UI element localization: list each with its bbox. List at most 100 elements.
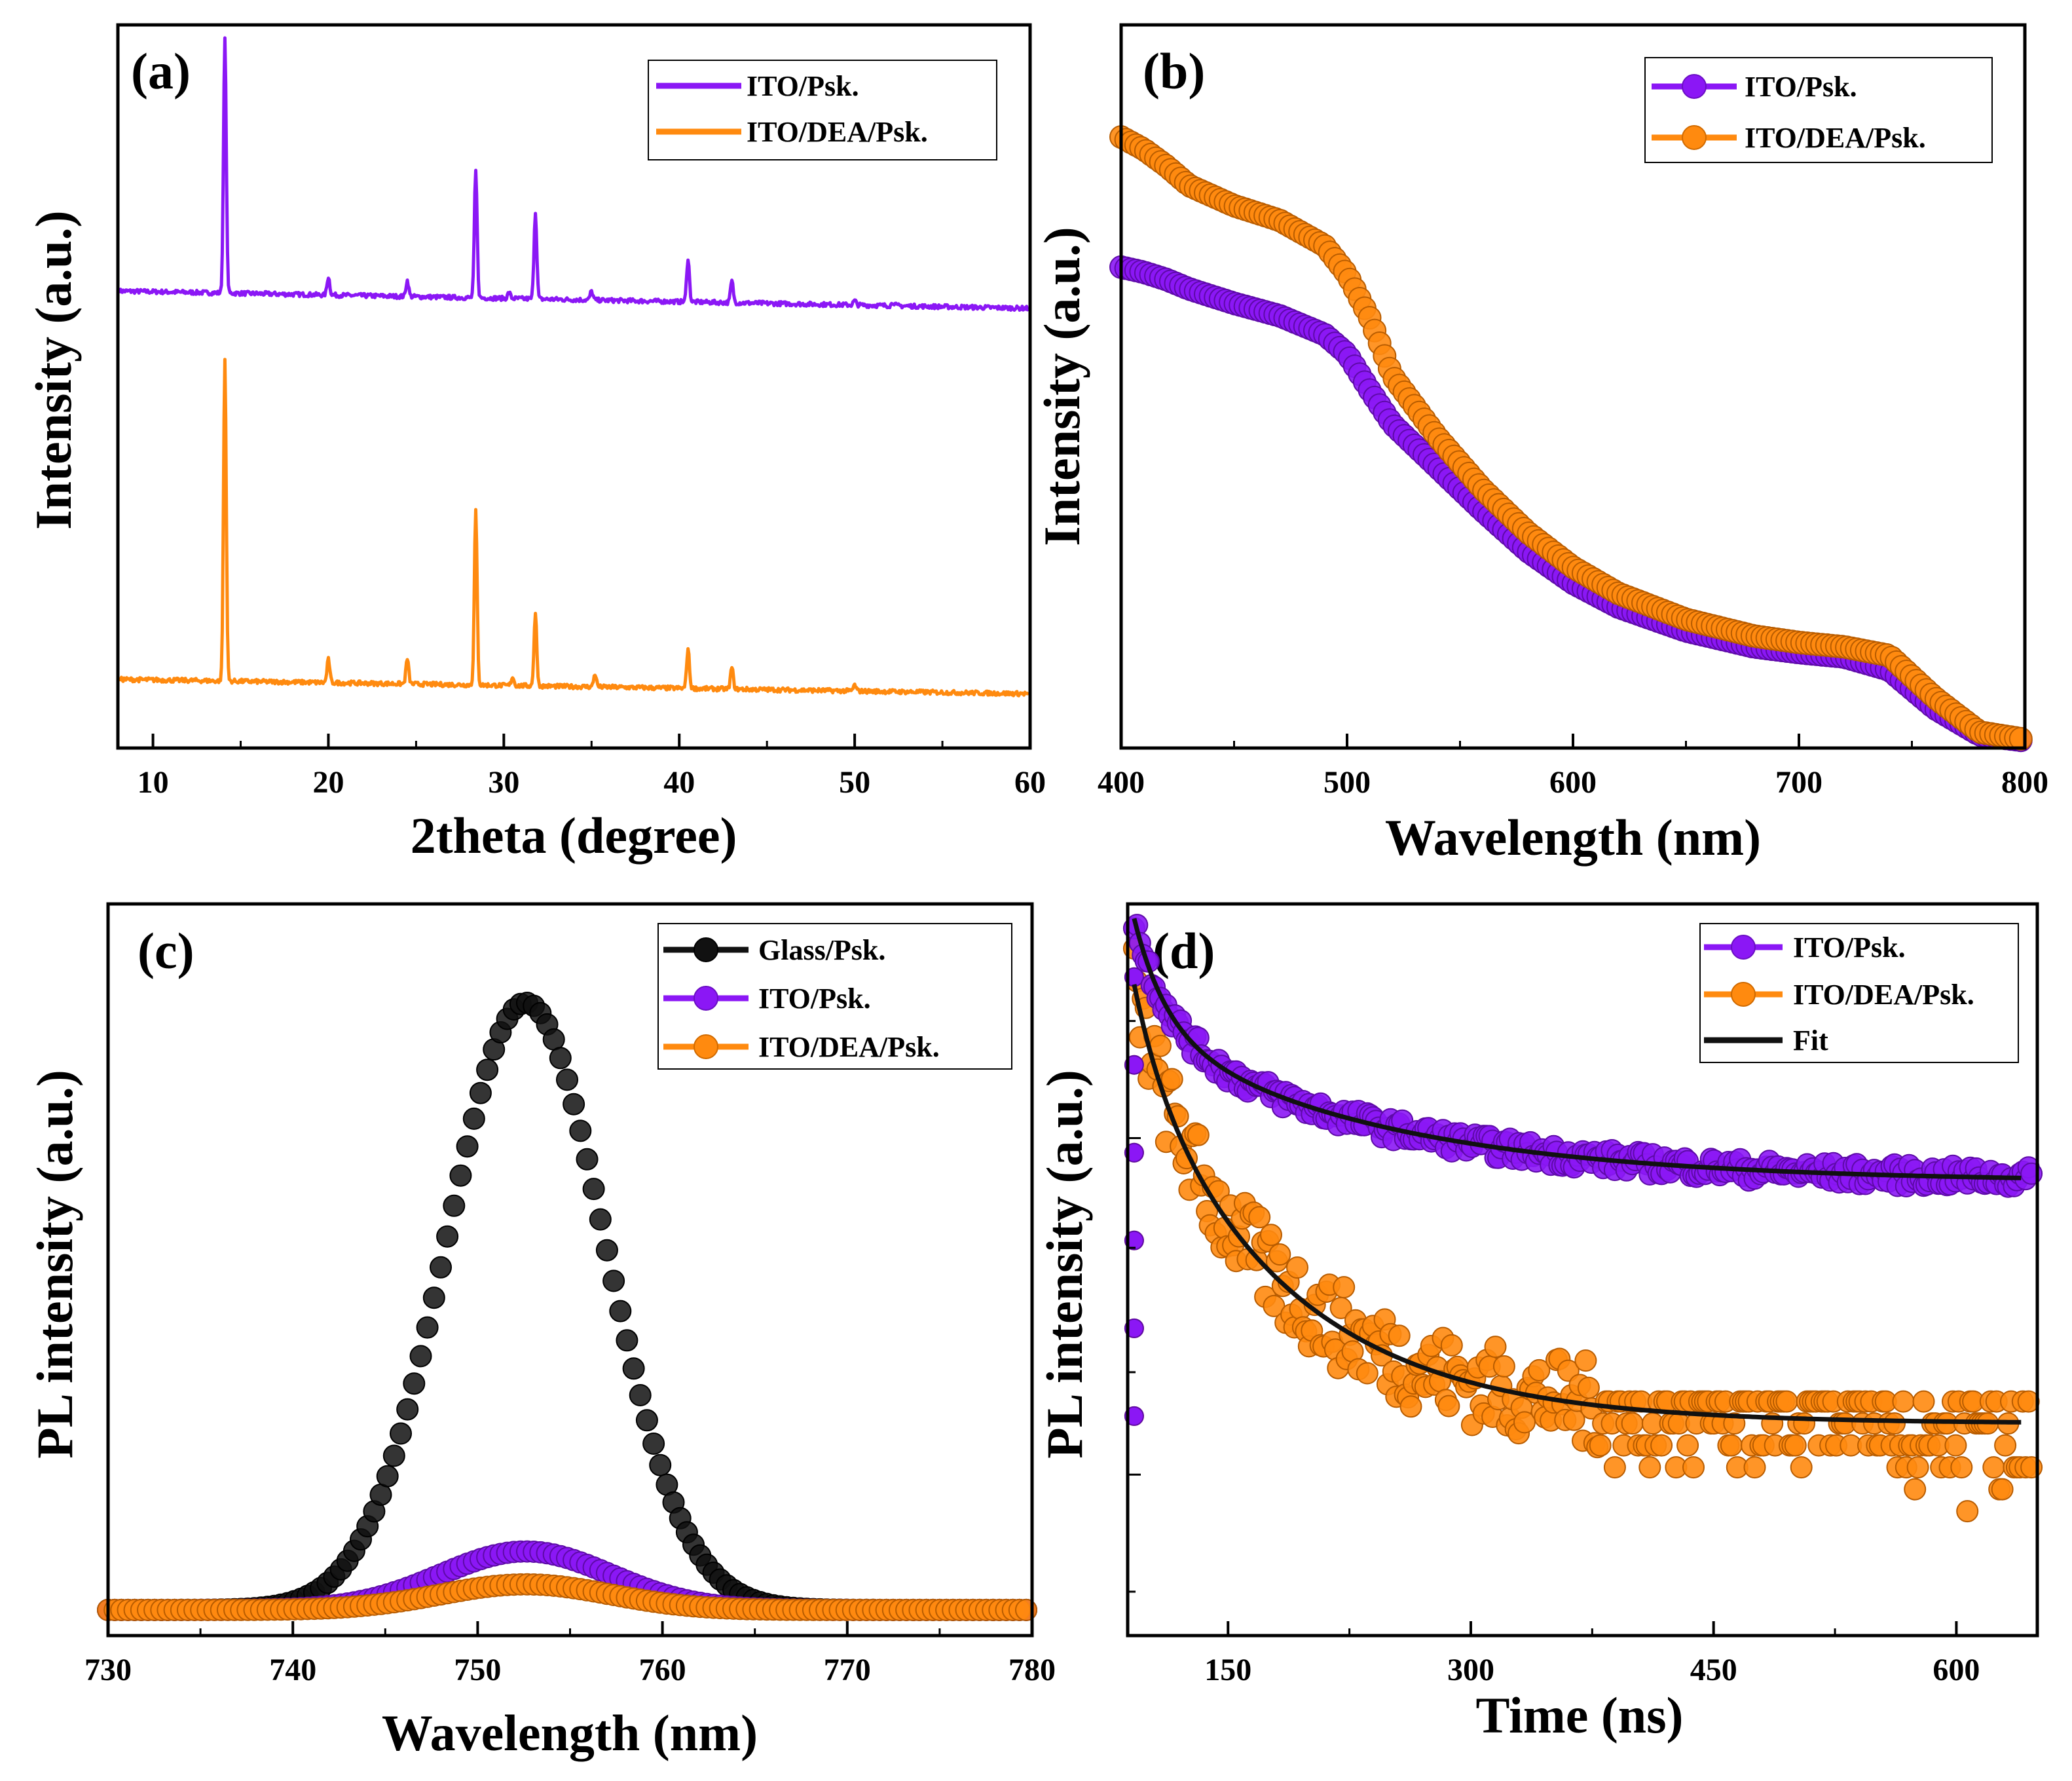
- panel-c-glass-psk-point-50: [430, 1256, 452, 1279]
- panel-d-legend-swatch-marker-2: [1731, 982, 1756, 1007]
- panel-c-glass-psk-point-76: [602, 1269, 625, 1292]
- panel-b-y-axis-title: Intensity (a.u.): [1033, 227, 1090, 546]
- panel-d-ito-dea-psk-point-183: [1638, 1456, 1661, 1479]
- panel-a-x-tick-label-50: 50: [839, 765, 870, 800]
- panel-c-x-axis-title: Wavelength (nm): [382, 1704, 758, 1761]
- panel-c-legend-label-1: Glass/Psk.: [758, 934, 885, 966]
- panel-d-ito-dea-psk-point-78: [1333, 1276, 1356, 1299]
- panel-c-glass-psk-point-42: [376, 1465, 399, 1488]
- panel-d-ito-psk-point-2: [1124, 1230, 1144, 1250]
- panel-b-label: (b): [1143, 43, 1205, 100]
- panel-d-legend-label-3: Fit: [1793, 1024, 1828, 1057]
- panel-c-legend: Glass/Psk. ITO/Psk. ITO/DEA/Psk.: [657, 923, 1012, 1070]
- panel-b-plot-area: [1109, 125, 2033, 753]
- panel-c-glass-psk-point-72: [576, 1148, 599, 1171]
- panel-a-x-tick-label-10: 10: [138, 765, 169, 800]
- panel-d-ito-dea-psk-point-171: [1603, 1456, 1626, 1479]
- panel-b-x-tick-label-700: 700: [1775, 765, 1822, 800]
- panel-c-x-tick-label-760: 760: [639, 1653, 686, 1687]
- panel-c-legend-swatch-marker-1: [694, 937, 718, 962]
- panel-d-ito-dea-psk-point-236: [1793, 1412, 1816, 1435]
- panel-d-ito-dea-psk-point-288: [1944, 1434, 1967, 1457]
- panel-d-ito-dea-psk-point-211: [1720, 1434, 1743, 1457]
- panel-a-legend: ITO/Psk. ITO/DEA/Psk.: [648, 60, 997, 160]
- panel-c-x-tick-label-740: 740: [269, 1653, 316, 1687]
- panel-d-legend-swatch-marker-1: [1731, 935, 1756, 960]
- panel-d-ito-dea-psk-point-290: [1950, 1456, 1973, 1479]
- panel-a-frame: [116, 23, 1032, 750]
- panel-d-ito-dea-psk-point-62: [1286, 1256, 1308, 1279]
- panel-d-plot-area: [1122, 914, 2043, 1523]
- panel-d: (d) 150 300 450 600 Time (ns) PL intensity …: [1036, 902, 2043, 1744]
- panel-c-x-ticks: 730 740 750 760 770 780: [84, 1621, 1056, 1687]
- panel-d-x-tick-label-150: 150: [1204, 1653, 1251, 1687]
- panel-a-legend-label-2: ITO/DEA/Psk.: [747, 116, 928, 148]
- panel-c-glass-psk-point-51: [436, 1225, 459, 1248]
- panel-d-ito-dea-psk-point-130: [1484, 1336, 1507, 1359]
- panel-d-ito-dea-psk-point-28: [1187, 1123, 1210, 1146]
- panel-c-glass-psk-point-54: [456, 1135, 479, 1158]
- panel-d-ito-dea-psk-point-277: [1912, 1390, 1935, 1413]
- panel-a-x-tick-label-20: 20: [312, 765, 344, 800]
- panel-c-series-ito-dea-psk: [97, 1573, 1037, 1621]
- panel-a-series-ito-psk: [118, 36, 1029, 312]
- panel-c: (c) 730 740 750 760 770 780 Wavelength (nm) P…: [26, 902, 1056, 1761]
- panel-c-plot-area: [97, 992, 1037, 1621]
- panel-d-ito-psk-point-0: [1124, 1406, 1144, 1426]
- panel-c-glass-psk-point-77: [609, 1300, 632, 1322]
- panel-d-ito-dea-psk-point-97: [1388, 1324, 1411, 1347]
- panel-a-series-ito-dea-psk: [118, 358, 1030, 698]
- panel-d-ito-dea-psk-point-162: [1577, 1376, 1600, 1399]
- panel-c-glass-psk-point-43: [382, 1444, 405, 1467]
- panel-d-x-tick-label-300: 300: [1447, 1653, 1494, 1687]
- panel-d-ito-dea-psk-point-233: [1784, 1434, 1807, 1457]
- panel-b-series-ito-dea-psk: [1109, 125, 2033, 751]
- panel-d-series-ito-dea-psk: [1122, 937, 2043, 1523]
- panel-c-glass-psk-point-45: [396, 1398, 419, 1421]
- panel-d-ito-dea-psk-point-267: [1883, 1412, 1906, 1435]
- panel-d-ito-dea-psk-point-53: [1260, 1224, 1282, 1247]
- panel-d-ito-dea-psk-point-101: [1399, 1395, 1422, 1418]
- panel-c-legend-label-3: ITO/DEA/Psk.: [758, 1031, 940, 1063]
- panel-c-glass-psk-point-57: [476, 1059, 499, 1081]
- panel-b-x-tick-label-400: 400: [1098, 765, 1145, 800]
- panel-b-legend: ITO/Psk. ITO/DEA/Psk.: [1644, 57, 1993, 163]
- panel-c-glass-psk-point-53: [449, 1164, 472, 1187]
- panel-d-ito-dea-psk-point-161: [1574, 1349, 1597, 1372]
- panel-c-glass-psk-point-81: [635, 1409, 658, 1432]
- panel-d-ito-dea-psk-point-219: [1743, 1456, 1766, 1479]
- panel-a-x-tick-label-60: 60: [1014, 765, 1046, 800]
- panel-d-ito-dea-psk-point-177: [1621, 1412, 1644, 1435]
- panel-d-ito-dea-psk-point-198: [1682, 1456, 1705, 1479]
- panel-b-legend-label-2: ITO/DEA/Psk.: [1745, 122, 1926, 154]
- panel-d-ito-dea-psk-point-275: [1906, 1456, 1929, 1479]
- panel-c-legend-swatch-marker-2: [694, 986, 718, 1011]
- panel-c-series-glass-psk: [97, 992, 1037, 1621]
- panel-c-glass-psk-point-80: [629, 1384, 652, 1406]
- panel-a-legend-box: [648, 60, 997, 160]
- panel-c-glass-psk-point-79: [622, 1357, 645, 1380]
- panel-c-glass-psk-point-52: [443, 1194, 466, 1217]
- panel-c-x-tick-label-770: 770: [824, 1653, 871, 1687]
- panel-d-ito-dea-psk-point-115: [1440, 1334, 1463, 1357]
- panel-d-ito-dea-psk-point-187: [1650, 1434, 1673, 1457]
- panel-c-glass-psk-point-41: [369, 1484, 392, 1506]
- panel-d-ito-dea-psk-point-301: [1982, 1456, 2005, 1479]
- panel-a-x-ticks: 10 20 30 40 50 60: [138, 734, 1046, 800]
- panel-c-glass-psk-point-74: [589, 1208, 612, 1231]
- panel-d-ito-dea-psk-point-274: [1904, 1478, 1927, 1501]
- panel-a-y-axis-title: Intensity (a.u.): [25, 210, 82, 530]
- panel-c-glass-psk-point-56: [469, 1081, 492, 1104]
- panel-d-frame: [1126, 902, 2039, 1638]
- panel-b-series-ito-psk: [1109, 255, 2033, 753]
- panel-c-glass-psk-point-68: [549, 1047, 572, 1070]
- panel-d-ito-dea-psk-point-196: [1676, 1434, 1699, 1457]
- panel-a-plot-area: [118, 36, 1030, 698]
- panel-c-y-axis-title: PL intensity (a.u.): [26, 1070, 83, 1459]
- panel-c-glass-psk-point-78: [616, 1329, 638, 1352]
- panel-c-glass-psk-point-71: [569, 1119, 592, 1142]
- panel-c-glass-psk-point-48: [416, 1316, 439, 1339]
- panel-c-x-tick-label-730: 730: [84, 1653, 132, 1687]
- panel-d-x-ticks: 150 300 450 600: [1204, 1621, 1980, 1687]
- panel-b-legend-swatch-marker-2: [1682, 125, 1707, 150]
